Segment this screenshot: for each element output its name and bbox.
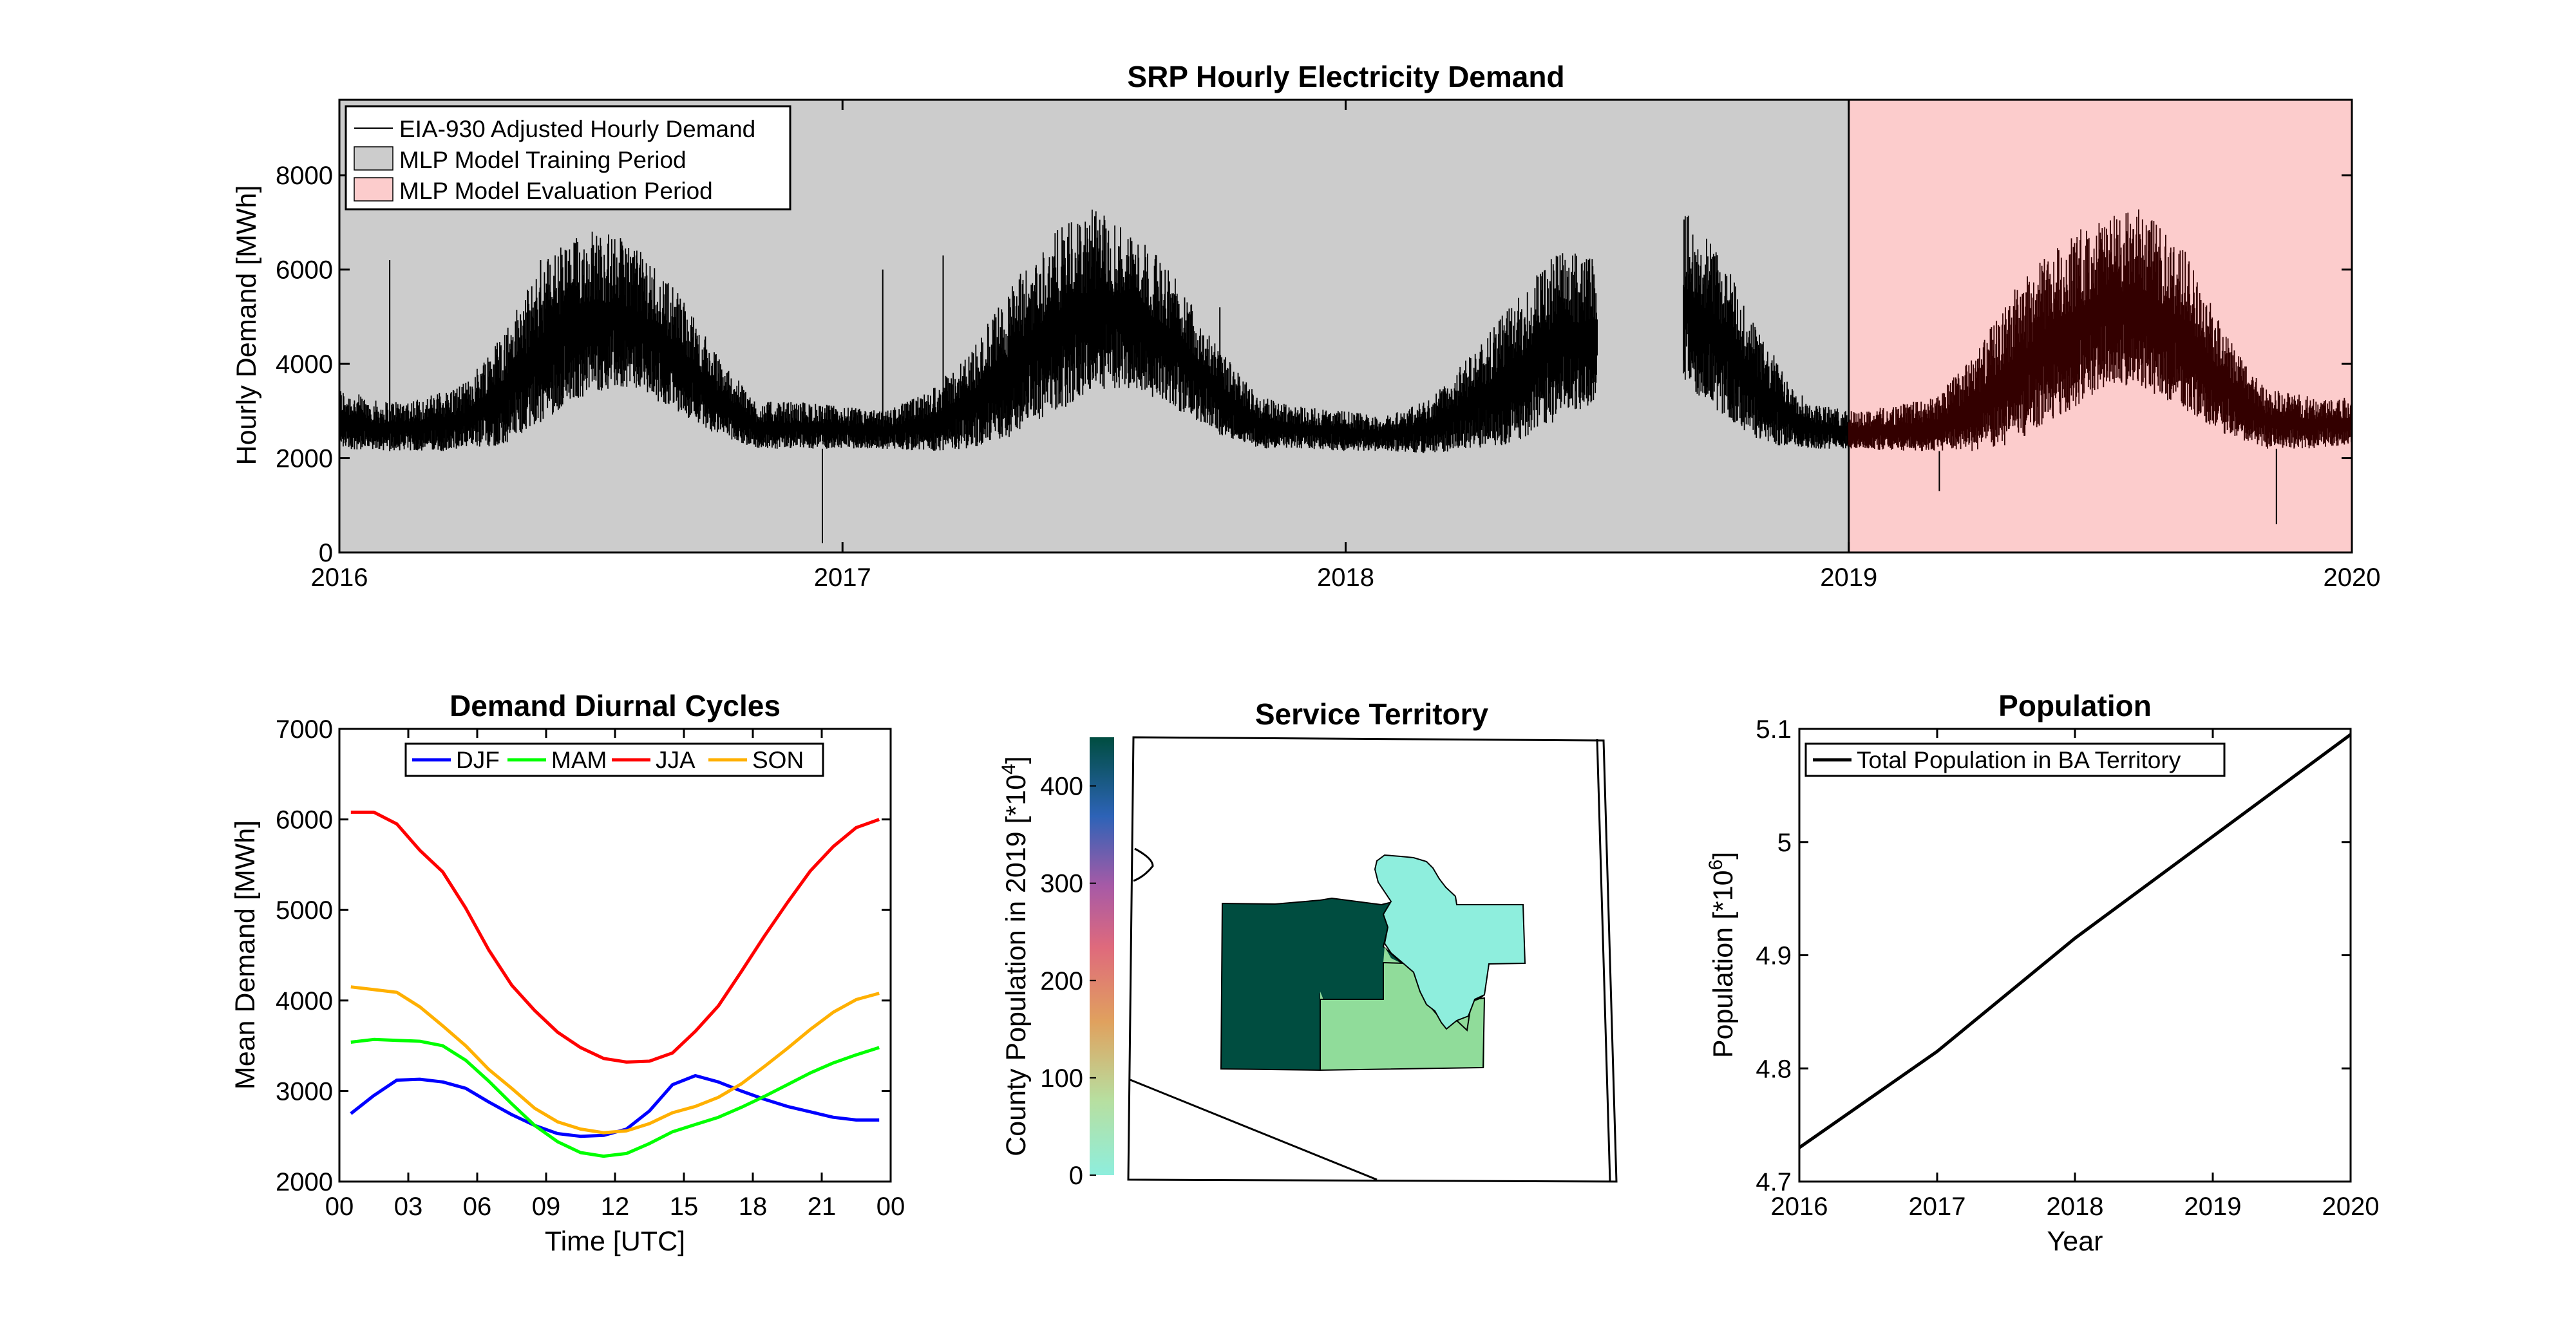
diurnal-ytick-label: 2000: [276, 1168, 333, 1196]
population-xtick-label: 2017: [1909, 1193, 1966, 1221]
diurnal-xtick-label: 18: [739, 1193, 768, 1221]
diurnal-ytick-label: 3000: [276, 1077, 333, 1106]
legend-population-label: Total Population in BA Territory: [1857, 747, 2181, 773]
demand-series-evaluation: [1848, 209, 2352, 451]
legend-demand-label: EIA-930 Adjusted Hourly Demand: [399, 116, 755, 142]
demand-ytick-label: 2000: [276, 445, 333, 473]
diurnal-xtick-label: 06: [463, 1193, 492, 1221]
demand-ylabel: Hourly Demand [MWh]: [231, 185, 262, 466]
legend-djf-label: DJF: [456, 747, 500, 773]
diurnal-xtick-label: 12: [601, 1193, 630, 1221]
legend-evaluation-label: MLP Model Evaluation Period: [399, 178, 713, 204]
demand-plot: [339, 100, 2352, 552]
legend-jja-label: JJA: [656, 747, 696, 773]
population-ytick-label: 5.1: [1756, 715, 1792, 744]
demand-title: SRP Hourly Electricity Demand: [1127, 60, 1564, 93]
demand-ytick-label: 0: [319, 539, 333, 567]
diurnal-xtick-label: 00: [325, 1193, 354, 1221]
diurnal-xtick-label: 21: [808, 1193, 837, 1221]
diurnal-ytick-label: 6000: [276, 806, 333, 834]
diurnal-ticks: 00 03 06 09 12 15 18 21 002000300040005000600070…: [276, 715, 905, 1221]
population-line: [1799, 733, 2351, 1149]
population-xtick-label: 2020: [2322, 1193, 2380, 1221]
legend-training-swatch-icon: [354, 146, 393, 171]
diurnal-plot: [350, 810, 880, 1158]
diurnal-xlabel: Time [UTC]: [545, 1226, 685, 1257]
demand-xtick-label: 2020: [2324, 563, 2381, 592]
demand-ticks: 2016 2017 2018 2019 2020 0 2000 4000 6000 8000: [276, 100, 2380, 592]
population-ytick-label: 4.8: [1756, 1055, 1792, 1083]
colorbar: [1090, 737, 1114, 1175]
colorbar-tick-label: 300: [1040, 870, 1083, 898]
demand-xtick-label: 2017: [814, 563, 871, 592]
demand-xtick-label: 2019: [1820, 563, 1877, 592]
population-xtick-label: 2016: [1771, 1193, 1828, 1221]
legend-training-label: MLP Model Training Period: [399, 147, 687, 173]
population-plot: [1799, 733, 2351, 1149]
colorbar-label: County Population in 2019 [*104]: [998, 756, 1032, 1156]
diurnal-xtick-label: 15: [670, 1193, 699, 1221]
diurnal-ytick-label: 5000: [276, 896, 333, 925]
population-xlabel: Year: [2047, 1226, 2103, 1257]
diurnal-title: Demand Diurnal Cycles: [450, 689, 781, 722]
demand-series-training: [339, 209, 1849, 453]
diurnal-legend: DJF MAM JJA SON: [404, 742, 824, 777]
territory-map: [1127, 736, 1618, 1183]
map-southwest-border: [1130, 1079, 1378, 1181]
population-xtick-label: 2018: [2047, 1193, 2104, 1221]
diurnal-ytick-label: 4000: [276, 987, 333, 1015]
demand-legend-box: [345, 105, 791, 211]
colorbar-ticks: 0 100 200 300 400: [1040, 773, 1096, 1190]
legend-evaluation-swatch-icon: [354, 177, 393, 202]
series-jja-line: [350, 810, 880, 1064]
population-xtick-label: 2019: [2184, 1193, 2242, 1221]
legend-son-label: SON: [752, 747, 804, 773]
colorbar-tick-label: 100: [1040, 1064, 1083, 1093]
demand-legend: EIA-930 Adjusted Hourly Demand MLP Model…: [345, 105, 791, 211]
population-panel: 2016 2017 2018 2019 2020 4.7 4.8 4.9 5 5.1 Popula…: [1705, 689, 2380, 1257]
map-river-outline: [1133, 847, 1154, 882]
county-low-population: [1374, 854, 1526, 1030]
demand-panel: 2016 2017 2018 2019 2020 0 2000 4000 6000 8000 SR…: [231, 60, 2380, 592]
map-state-outline: [1127, 736, 1618, 1183]
map-east-border: [1596, 739, 1611, 1182]
colorbar-tick-label: 0: [1069, 1162, 1083, 1190]
territory-panel: Service Territory 0 100 200 300 400 County P…: [998, 697, 1618, 1190]
population-legend: Total Population in BA Territory: [1804, 742, 2226, 777]
demand-ytick-label: 4000: [276, 350, 333, 379]
diurnal-ytick-label: 7000: [276, 715, 333, 744]
population-ytick-label: 4.9: [1756, 942, 1792, 970]
diurnal-panel: 00 03 06 09 12 15 18 21 002000300040005000600070…: [230, 689, 905, 1257]
series-mam-line: [350, 1037, 880, 1158]
population-title: Population: [1998, 689, 2152, 722]
demand-ytick-label: 6000: [276, 256, 333, 285]
demand-xtick-label: 2018: [1317, 563, 1374, 592]
diurnal-xtick-label: 03: [394, 1193, 423, 1221]
diurnal-xtick-label: 09: [532, 1193, 561, 1221]
population-ytick-label: 4.7: [1756, 1168, 1792, 1196]
colorbar-tick-label: 200: [1040, 967, 1083, 995]
population-ylabel: Population [*106]: [1705, 852, 1739, 1058]
population-ticks: 2016 2017 2018 2019 2020 4.7 4.8 4.9 5 5.1: [1756, 715, 2379, 1221]
population-ytick-label: 5: [1777, 829, 1792, 857]
diurnal-xtick-label: 00: [876, 1193, 905, 1221]
demand-xtick-label: 2016: [311, 563, 368, 592]
series-djf-line: [350, 1074, 880, 1138]
diurnal-axes-box: [338, 728, 892, 1183]
legend-mam-label: MAM: [551, 747, 607, 773]
series-son-line: [350, 985, 880, 1135]
diurnal-ylabel: Mean Demand [MWh]: [230, 820, 261, 1089]
population-legend-box: [1804, 742, 2226, 777]
colorbar-tick-label: 400: [1040, 773, 1083, 801]
territory-title: Service Territory: [1255, 697, 1489, 731]
demand-ytick-label: 8000: [276, 162, 333, 190]
